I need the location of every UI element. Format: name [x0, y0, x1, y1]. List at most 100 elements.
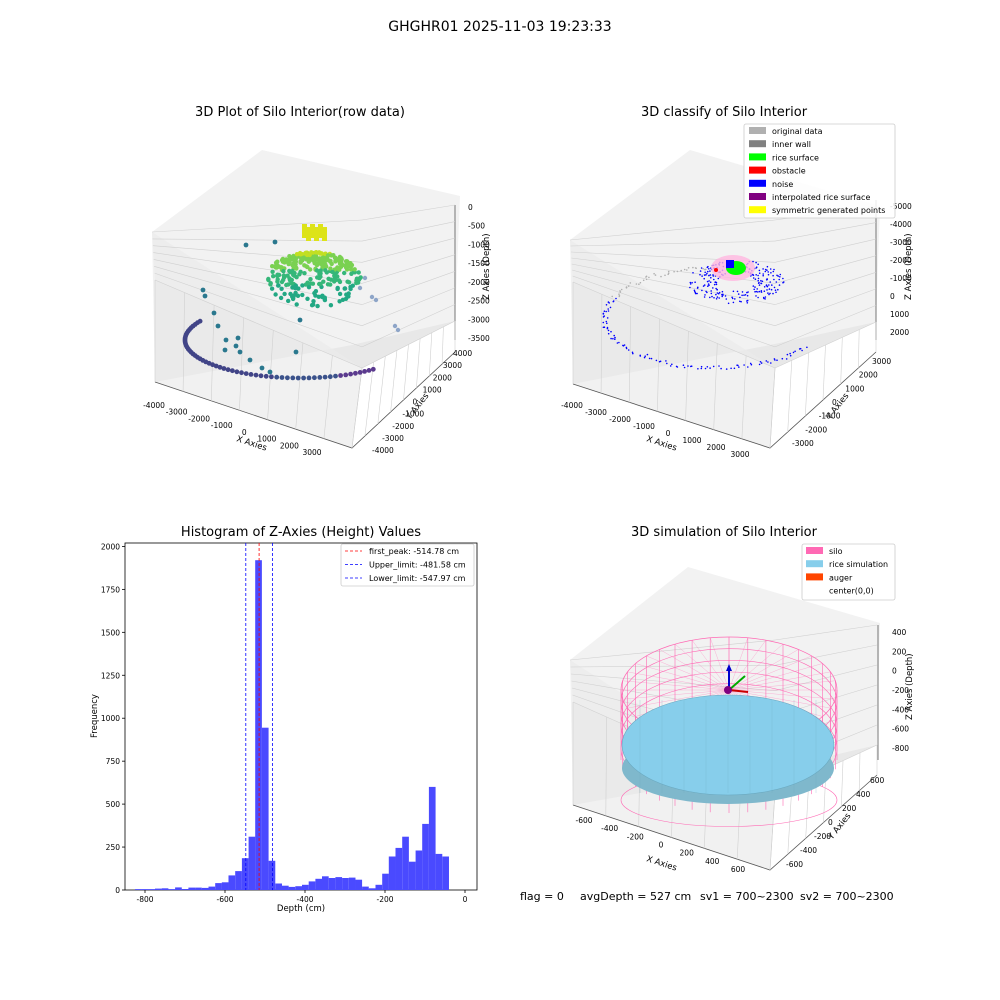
- classify-point: [715, 298, 718, 300]
- sim-y-tick-label: -200: [814, 832, 831, 841]
- classify-point: [771, 284, 773, 286]
- classify-point: [699, 273, 701, 276]
- classify-point: [700, 267, 703, 269]
- raw-point: [271, 274, 276, 279]
- classify-point: [689, 281, 692, 284]
- raw-z-tick-label: -2500: [468, 297, 490, 306]
- classify-point: [766, 265, 769, 268]
- raw-point: [366, 368, 372, 373]
- sim-x-ticks: -600 -400 -200 0 200 400 600: [575, 816, 745, 874]
- histogram-bar: [328, 878, 336, 890]
- classify-point: [754, 278, 757, 281]
- raw-point: [358, 275, 363, 280]
- center-marker: [724, 686, 732, 694]
- histogram-y-tick-label: 500: [106, 800, 121, 809]
- classify-point: [665, 360, 667, 362]
- raw-point: [235, 335, 241, 341]
- sim-x-tick-label: -400: [601, 824, 618, 833]
- raw-point: [281, 277, 286, 283]
- classify-point: [792, 351, 795, 354]
- histogram-x-tick-label: 0: [463, 895, 468, 904]
- classify-point: [618, 294, 621, 297]
- classify-x-ticks: -4000-3000-2000-1000 0 1000 2000 3000: [561, 401, 750, 459]
- classify-point: [710, 276, 712, 279]
- depth-histogram: Histogram of Z-Axies (Height) Values -80…: [90, 525, 478, 914]
- classify-point: [768, 293, 770, 296]
- histogram-x-tick-label: -400: [296, 895, 313, 904]
- classify-point: [738, 366, 740, 368]
- histogram-x-tick-label: -200: [376, 895, 393, 904]
- classify-point: [606, 326, 609, 329]
- classify-legend-label: rice surface: [772, 153, 819, 162]
- classify-point: [752, 285, 755, 287]
- raw-point: [309, 303, 315, 308]
- classify-point: [682, 364, 685, 367]
- classify-point: [612, 300, 615, 302]
- histogram-bar: [155, 888, 162, 890]
- classify-x-tick-label: -3000: [585, 408, 607, 417]
- raw-point: [279, 375, 285, 380]
- classify-point: [622, 345, 625, 347]
- classify-point: [708, 268, 710, 270]
- classify-point: [763, 286, 766, 288]
- histogram-legend: first_peak: -514.78 cm Upper_limit: -481.…: [345, 547, 466, 583]
- raw-point: [297, 250, 303, 256]
- sim-x-tick-label: 0: [659, 841, 664, 850]
- classify-point: [695, 292, 697, 295]
- classify-legend-swatch: [749, 153, 766, 161]
- classify-point: [733, 367, 736, 370]
- classify-point: [713, 297, 715, 299]
- gridline: [351, 367, 363, 449]
- classify-point: [701, 289, 703, 292]
- classify-point: [704, 367, 707, 370]
- classify-point: [644, 355, 646, 358]
- raw-peak-point: [310, 224, 315, 238]
- raw-point: [337, 267, 342, 272]
- classify-point: [725, 368, 728, 370]
- silo-roof-spoke: [728, 637, 748, 691]
- classify-point: [610, 330, 612, 333]
- classify-legend: original data inner wall rice surface obsta…: [749, 127, 885, 215]
- classify-point: [721, 293, 723, 296]
- raw-point: [289, 281, 294, 286]
- classify-point: [716, 288, 718, 291]
- classify-point: [752, 277, 755, 279]
- gridline: [572, 269, 776, 326]
- gridline: [361, 204, 456, 221]
- classify-y-ticks: -3000 -2000 -1000 0 1000 2000 3000: [792, 357, 891, 448]
- raw-point: [309, 250, 314, 255]
- gridline: [774, 664, 878, 691]
- auger-marker: [724, 664, 749, 694]
- classify-point: [712, 365, 715, 368]
- classify-x-axis-label: X Axies: [645, 434, 678, 453]
- gridline: [570, 664, 776, 668]
- gridline: [239, 317, 244, 411]
- raw-point: [273, 292, 278, 297]
- classify-point: [762, 274, 764, 277]
- gridline: [441, 326, 444, 365]
- classify-point: [711, 295, 713, 298]
- raw-point: [287, 268, 292, 274]
- classify-scatter-points: [602, 255, 808, 370]
- classify-point: [721, 290, 724, 293]
- classify-legend-swatch: [749, 140, 766, 148]
- classify-point: [616, 342, 619, 344]
- sim-legend-swatch: [806, 573, 823, 581]
- classify-point: [627, 349, 630, 351]
- raw-point: [294, 275, 299, 280]
- classify-point: [611, 295, 613, 298]
- raw-point: [314, 268, 320, 273]
- classify-point: [629, 282, 632, 284]
- classify-point: [806, 346, 808, 349]
- histogram-bar: [335, 877, 343, 890]
- classify-x-tick-label: 1000: [682, 436, 701, 445]
- raw-point: [294, 266, 299, 271]
- gridline: [774, 288, 877, 326]
- raw-point: [275, 259, 280, 264]
- histogram-y-tick-label: 0: [115, 886, 120, 895]
- classify-point: [770, 288, 773, 291]
- sim-legend-label: auger: [829, 573, 853, 582]
- classify-point: [757, 291, 759, 293]
- raw-point: [297, 272, 302, 277]
- classify-point: [614, 338, 616, 341]
